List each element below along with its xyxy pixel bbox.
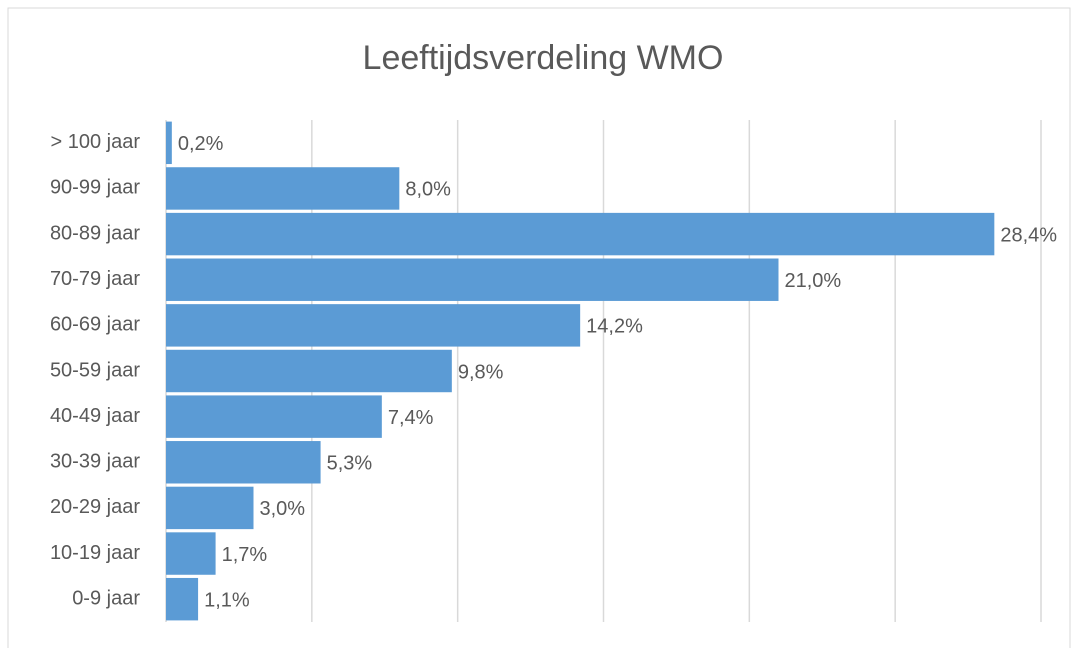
y-tick-label: 80-89 jaar xyxy=(50,222,140,244)
bar xyxy=(166,349,452,393)
data-label: 9,8% xyxy=(458,361,504,383)
data-label: 0,2% xyxy=(178,133,224,155)
chart-title: Leeftijdsverdeling WMO xyxy=(363,39,724,77)
data-label: 7,4% xyxy=(388,407,434,429)
bar xyxy=(166,304,581,347)
y-tick-label: 0-9 jaar xyxy=(72,587,140,609)
y-tick-label: 10-19 jaar xyxy=(50,542,140,564)
bar xyxy=(166,212,995,256)
bar xyxy=(166,532,216,575)
data-label: 14,2% xyxy=(586,316,643,338)
bar xyxy=(166,121,172,165)
data-label: 3,0% xyxy=(260,498,306,520)
y-tick-label: 60-69 jaar xyxy=(50,314,140,336)
y-tick-label: > 100 jaar xyxy=(50,131,140,153)
data-label: 1,1% xyxy=(204,589,250,611)
bar xyxy=(166,577,199,621)
bar xyxy=(166,486,254,530)
y-tick-label: 90-99 jaar xyxy=(50,177,140,199)
data-label: 1,7% xyxy=(222,544,268,566)
data-label: 5,3% xyxy=(327,453,373,475)
bar xyxy=(166,441,321,484)
y-tick-label: 20-29 jaar xyxy=(50,496,140,518)
data-label: 8,0% xyxy=(405,179,451,201)
bar xyxy=(166,395,382,438)
y-tick-label: 30-39 jaar xyxy=(50,451,140,473)
bar xyxy=(166,258,779,301)
y-tick-label: 50-59 jaar xyxy=(50,359,140,381)
data-label: 21,0% xyxy=(785,270,842,292)
y-tick-label: 40-49 jaar xyxy=(50,405,140,427)
y-tick-label: 70-79 jaar xyxy=(50,268,140,290)
data-label: 28,4% xyxy=(1000,224,1057,246)
bar xyxy=(166,167,400,210)
